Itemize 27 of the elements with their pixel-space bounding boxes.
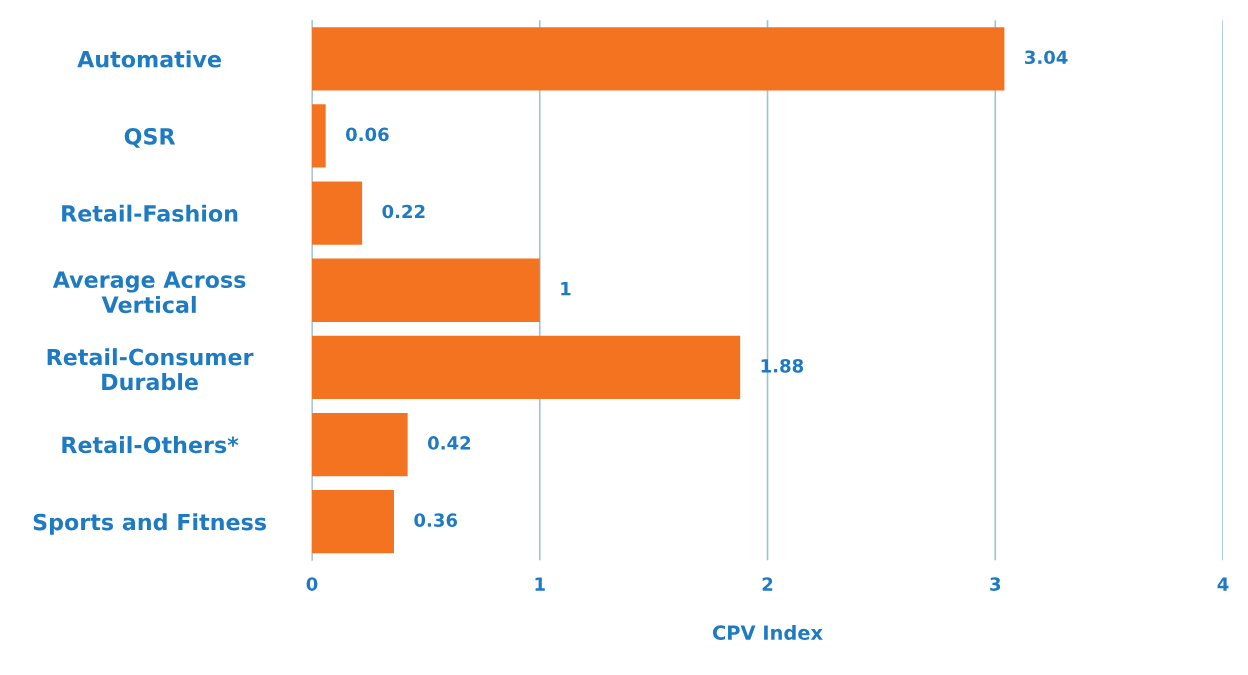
data-label: 0.22 — [382, 204, 425, 219]
data-label: 0.42 — [427, 436, 471, 450]
bar — [312, 258, 540, 322]
x-tick-label: 4 — [1217, 577, 1229, 591]
bar — [312, 104, 326, 168]
x-tick-label: 1 — [535, 577, 545, 591]
y-tick-label: Retail-Others* — [62, 436, 239, 454]
bar — [312, 490, 394, 554]
data-label: 1.88 — [761, 358, 804, 373]
y-tick-label: QSR — [124, 127, 176, 148]
y-tick-label: Retail-Fashion — [62, 204, 238, 222]
y-tick-label: Automative — [77, 50, 221, 68]
data-label: 3.04 — [1025, 50, 1068, 65]
y-tick-label: Sports and Fitness — [33, 513, 266, 535]
y-tick-label: Average Across Vertical — [52, 271, 246, 314]
bar — [312, 335, 741, 400]
data-label: 0.06 — [345, 127, 389, 142]
data-label: 1 — [561, 282, 571, 296]
bar — [312, 27, 1005, 91]
x-tick-label: 2 — [762, 577, 773, 591]
y-tick-label: Retail-Consumer Durable — [47, 348, 254, 391]
bar — [312, 412, 408, 477]
x-tick-label: 3 — [990, 577, 1001, 591]
bar — [312, 181, 363, 245]
x-axis-title: CPV Index — [712, 624, 823, 640]
data-label: 0.36 — [414, 513, 458, 527]
x-tick-label: 0 — [306, 577, 318, 591]
